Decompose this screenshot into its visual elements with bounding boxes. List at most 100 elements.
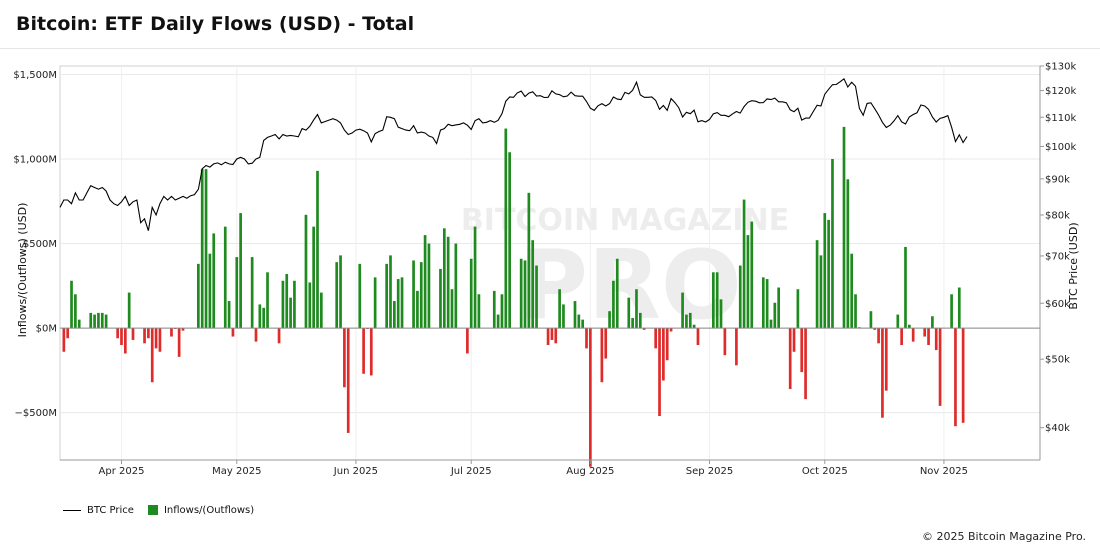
- flow-bar: [854, 294, 857, 329]
- flow-bar: [147, 328, 150, 339]
- flow-bar: [120, 328, 123, 346]
- flow-bar: [950, 294, 953, 329]
- flow-bar: [258, 304, 262, 329]
- flow-bar: [335, 262, 339, 329]
- flow-bar: [466, 328, 469, 354]
- y-tick-label: $1,000M: [13, 155, 57, 166]
- flow-bar: [312, 226, 315, 329]
- flow-bar: [143, 328, 146, 344]
- flow-bar: [904, 246, 907, 329]
- flow-bar: [608, 311, 611, 329]
- flow-bar: [788, 328, 792, 389]
- flow-bar: [585, 328, 588, 349]
- flow-bar: [181, 328, 185, 331]
- flow-bar: [635, 289, 638, 329]
- flow-bar: [427, 243, 431, 329]
- flow-bar: [923, 328, 927, 337]
- flow-bar: [738, 265, 742, 329]
- flow-bar: [961, 328, 965, 423]
- legend-btc-price: BTC Price: [87, 504, 134, 516]
- flow-bar: [227, 301, 231, 329]
- x-tick-label: May 2025: [212, 466, 261, 477]
- flow-bar: [369, 328, 373, 376]
- flow-bar: [577, 314, 581, 329]
- chart-title: Bitcoin: ETF Daily Flows (USD) - Total: [16, 13, 415, 35]
- flow-bar: [393, 301, 396, 329]
- y2-tick-label: $120k: [1045, 86, 1076, 97]
- flow-bar: [884, 328, 888, 391]
- flow-bar: [815, 240, 819, 329]
- flow-bar: [281, 280, 285, 329]
- flow-bar: [100, 312, 104, 329]
- flow-bar: [665, 328, 669, 361]
- flow-bar: [254, 328, 258, 342]
- flow-bar: [492, 290, 496, 329]
- flow-bar: [104, 314, 108, 329]
- y-tick-label: $500M: [23, 239, 57, 250]
- y-axis-title: Inflows/(Outflows) (USD): [16, 203, 29, 338]
- flow-bar: [358, 263, 362, 329]
- flow-bar: [573, 301, 577, 329]
- flow-bar: [685, 314, 688, 329]
- flow-bar: [277, 328, 281, 344]
- flow-bar: [389, 255, 392, 329]
- y2-tick-label: $40k: [1045, 423, 1070, 434]
- flow-bar: [235, 257, 239, 329]
- flow-bar: [123, 328, 127, 354]
- y2-tick-label: $80k: [1045, 210, 1070, 221]
- flow-bar: [131, 328, 135, 340]
- flow-bar: [200, 169, 204, 329]
- flow-bar: [469, 258, 473, 329]
- flow-bar: [304, 214, 308, 329]
- flow-bar: [550, 328, 554, 340]
- flow-bar: [900, 328, 903, 346]
- flow-bar: [385, 263, 389, 329]
- flow-bars: [62, 126, 965, 467]
- flow-bar: [150, 328, 154, 383]
- flow-bar: [396, 279, 400, 329]
- flow-bar: [927, 328, 930, 346]
- flow-bar: [239, 213, 242, 329]
- flow-bar: [93, 314, 96, 329]
- flow-bar: [116, 328, 119, 339]
- flow-bar: [197, 263, 200, 329]
- flow-bar: [343, 328, 346, 388]
- y-tick-label: −$500M: [15, 408, 57, 419]
- flow-bar: [223, 226, 227, 329]
- flow-bar: [662, 328, 665, 381]
- flow-bar: [842, 126, 846, 329]
- flow-bar: [250, 257, 254, 329]
- flow-bar: [615, 258, 619, 329]
- flow-bar: [589, 328, 592, 467]
- flow-bar: [850, 253, 854, 329]
- flow-bar: [508, 152, 511, 329]
- flow-bar: [692, 324, 696, 329]
- y2-tick-label: $60k: [1045, 299, 1070, 310]
- axes: −$500M $0M $500M $1,000M $1,500M $40k $50k $60k…: [13, 62, 1076, 478]
- flow-bar: [750, 221, 754, 329]
- flow-bar: [446, 236, 450, 329]
- flow-bar: [400, 277, 404, 329]
- flow-bar: [262, 307, 266, 329]
- flow-bar: [911, 328, 915, 342]
- flow-bar: [773, 302, 777, 329]
- flow-bar: [907, 324, 911, 329]
- flow-bar: [170, 328, 173, 337]
- flow-bar: [769, 319, 773, 329]
- flow-bar: [681, 292, 684, 329]
- y2-tick-label: $90k: [1045, 174, 1070, 185]
- flow-bar: [339, 255, 342, 329]
- flow-bar: [70, 280, 73, 329]
- flow-bar: [546, 328, 550, 346]
- flow-bar: [158, 328, 162, 352]
- flow-bar: [308, 282, 312, 329]
- flow-bar: [723, 328, 727, 356]
- x-tick-label: Oct 2025: [802, 466, 848, 477]
- flow-bar: [531, 240, 535, 329]
- flow-bar: [777, 287, 781, 329]
- flow-bar: [877, 328, 880, 344]
- flow-bar: [873, 328, 877, 330]
- y2-tick-label: $100k: [1045, 142, 1076, 153]
- flow-bar: [554, 328, 558, 344]
